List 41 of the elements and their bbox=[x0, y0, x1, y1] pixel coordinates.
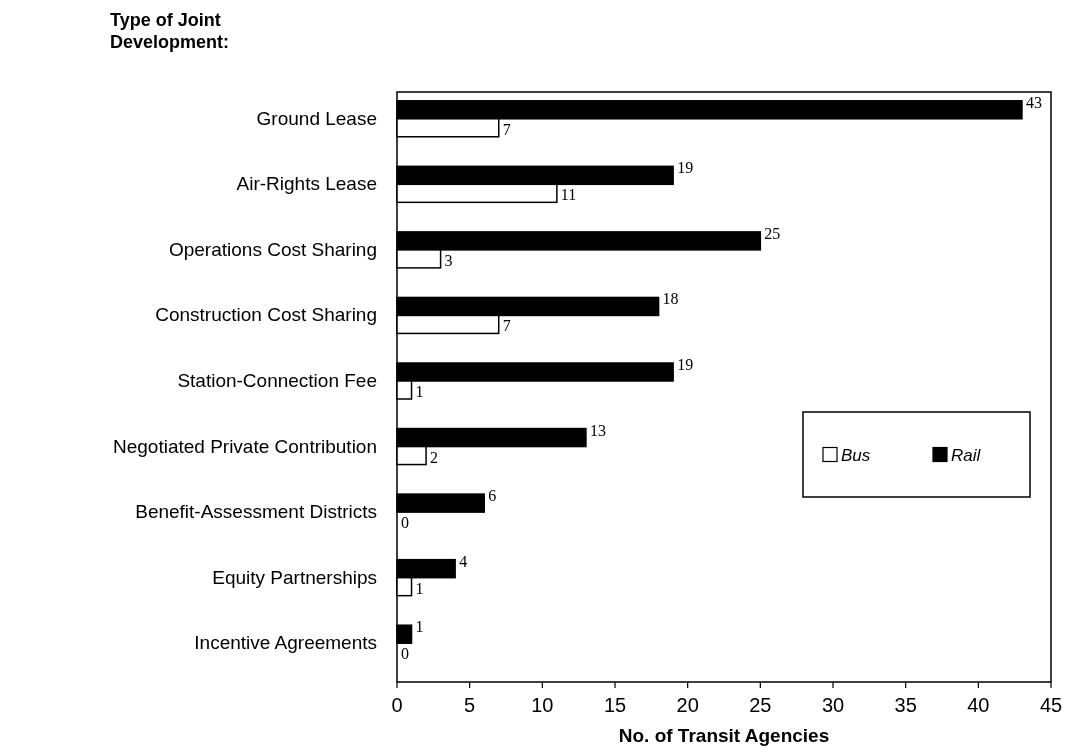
data-label: 18 bbox=[662, 290, 679, 308]
y-tick-label: Ground Lease bbox=[256, 107, 377, 129]
data-label: 11 bbox=[560, 186, 577, 204]
data-label: 7 bbox=[502, 317, 511, 335]
data-label: 43 bbox=[1025, 93, 1042, 111]
y-tick-label: Air-Rights Lease bbox=[236, 173, 377, 195]
text: Type of Joint Development: bbox=[110, 10, 230, 52]
legend-label: Rail bbox=[951, 445, 982, 465]
x-tick-label: 0 bbox=[391, 694, 403, 716]
data-label: 6 bbox=[488, 487, 497, 505]
data-label: 25 bbox=[764, 224, 781, 242]
data-label: 13 bbox=[589, 421, 606, 439]
x-tick-label: 10 bbox=[531, 694, 554, 716]
x-axis-title: No. of Transit Agencies bbox=[618, 725, 830, 746]
data-label: 0 bbox=[401, 514, 409, 532]
data-label: 7 bbox=[502, 120, 511, 138]
y-tick-label: Operations Cost Sharing bbox=[168, 238, 377, 260]
x-tick-label: 35 bbox=[894, 694, 917, 716]
data-label: 3 bbox=[444, 251, 453, 269]
data-label: 19 bbox=[677, 356, 694, 373]
data-label: 0 bbox=[401, 645, 409, 663]
data-label: 2 bbox=[430, 448, 439, 466]
legend-label: Bus bbox=[841, 445, 871, 465]
x-tick-label: 45 bbox=[1039, 694, 1063, 716]
x-tick-label: 25 bbox=[749, 694, 772, 716]
x-tick-label: 20 bbox=[676, 694, 699, 716]
data-label: 19 bbox=[677, 159, 694, 177]
data-label: 1 bbox=[415, 579, 424, 597]
data-label: 4 bbox=[459, 552, 468, 570]
y-tick-label: Station-Connection Fee bbox=[177, 370, 377, 391]
y-tick-label: Negotiated Private Contribution bbox=[112, 435, 377, 457]
x-tick-label: 5 bbox=[464, 694, 476, 716]
data-label: 1 bbox=[415, 618, 424, 636]
y-tick-label: Equity Partnerships bbox=[212, 566, 377, 588]
y-tick-label: Benefit-Assessment Districts bbox=[135, 501, 377, 523]
y-tick-label: Construction Cost Sharing bbox=[155, 304, 377, 326]
data-label: 1 bbox=[415, 383, 424, 400]
y-tick-label: Incentive Agreements bbox=[194, 632, 377, 654]
x-tick-label: 40 bbox=[967, 694, 990, 716]
x-tick-label: 30 bbox=[821, 694, 845, 716]
x-tick-label: 15 bbox=[603, 694, 627, 716]
